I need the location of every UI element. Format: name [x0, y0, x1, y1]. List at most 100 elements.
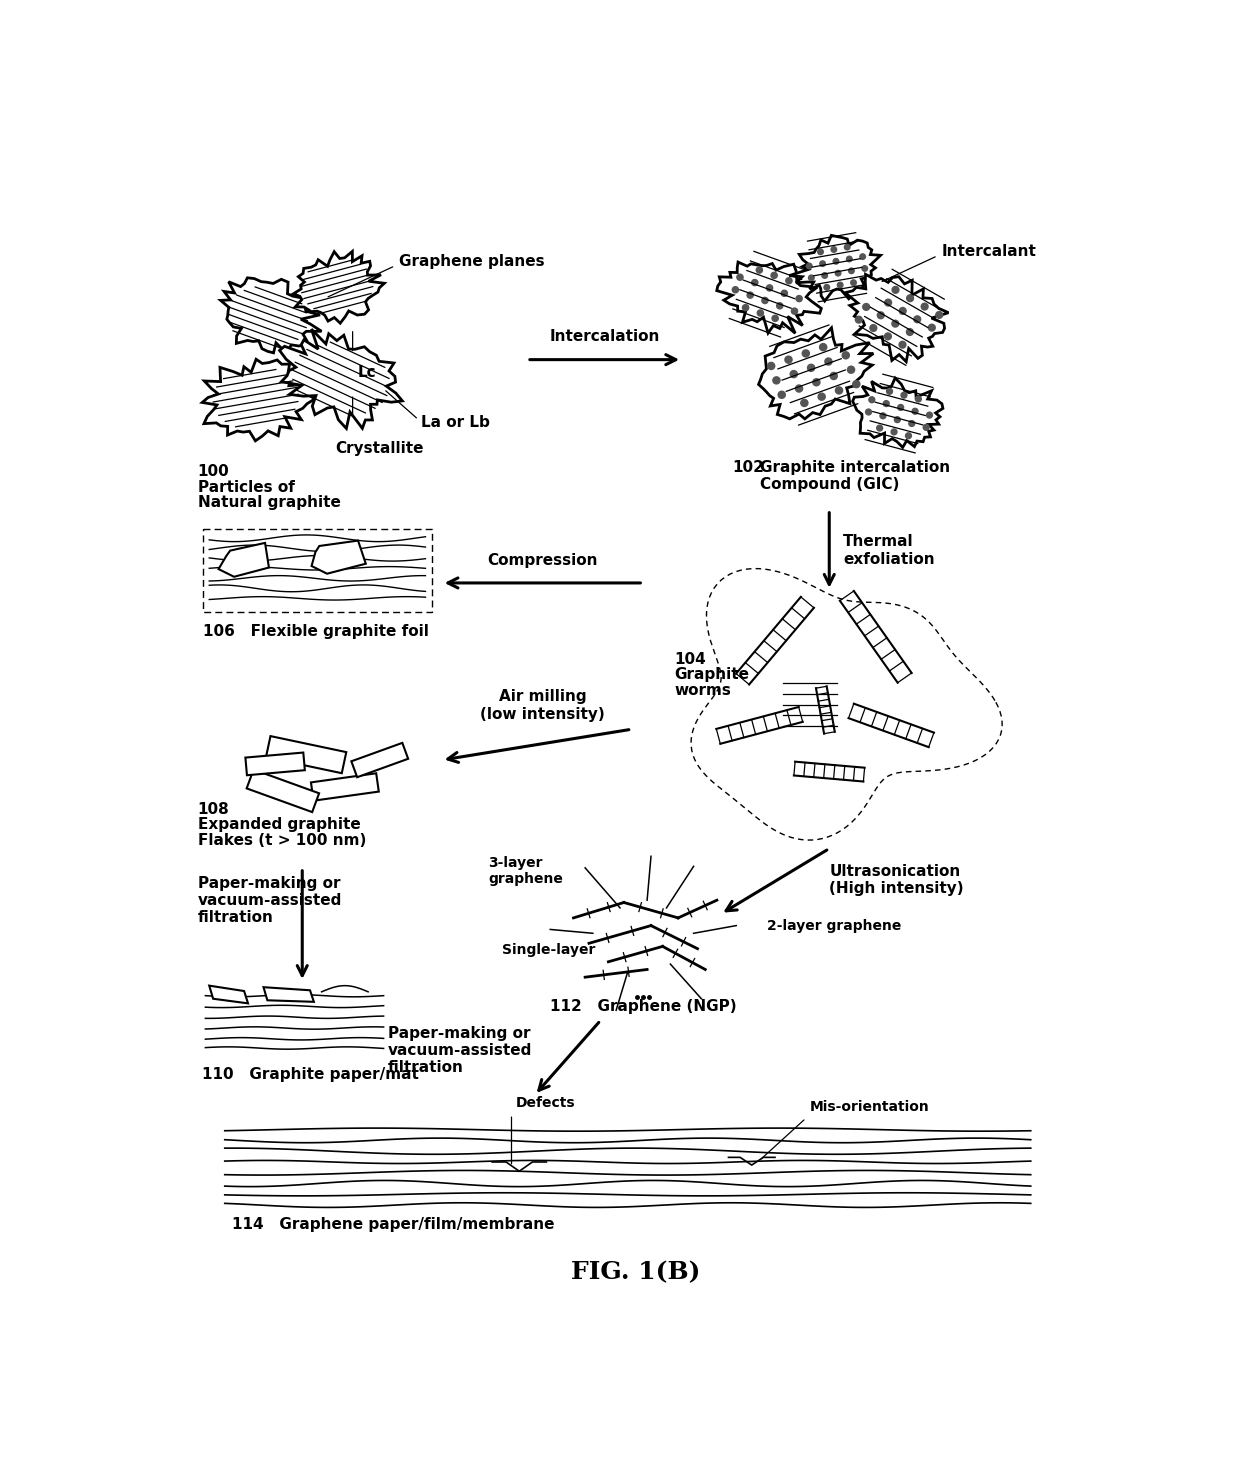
- Circle shape: [870, 325, 877, 331]
- Circle shape: [842, 351, 849, 358]
- Circle shape: [844, 245, 849, 251]
- Circle shape: [906, 329, 914, 335]
- Circle shape: [756, 267, 763, 272]
- Circle shape: [866, 409, 872, 415]
- Text: Compound (GIC): Compound (GIC): [759, 476, 899, 491]
- Circle shape: [771, 272, 777, 278]
- Polygon shape: [311, 541, 366, 574]
- Circle shape: [785, 356, 792, 363]
- Polygon shape: [218, 543, 269, 577]
- Circle shape: [894, 417, 900, 423]
- Text: Single-layer: Single-layer: [502, 943, 595, 957]
- Circle shape: [909, 421, 915, 427]
- Circle shape: [863, 303, 869, 310]
- Circle shape: [833, 258, 838, 264]
- Text: La or Lb: La or Lb: [420, 415, 490, 430]
- Circle shape: [877, 425, 883, 431]
- Circle shape: [776, 303, 782, 309]
- Circle shape: [790, 370, 797, 377]
- Circle shape: [898, 405, 904, 411]
- Text: Natural graphite: Natural graphite: [197, 495, 341, 510]
- Circle shape: [781, 290, 787, 296]
- Circle shape: [921, 303, 928, 310]
- Circle shape: [817, 249, 823, 255]
- Text: Air milling
(low intensity): Air milling (low intensity): [480, 689, 605, 721]
- Circle shape: [884, 299, 892, 306]
- Circle shape: [869, 396, 874, 402]
- Circle shape: [847, 256, 852, 262]
- Polygon shape: [247, 769, 319, 812]
- Circle shape: [786, 278, 792, 284]
- Circle shape: [831, 246, 837, 252]
- Circle shape: [773, 377, 780, 383]
- Polygon shape: [351, 743, 408, 777]
- Circle shape: [766, 284, 773, 291]
- Circle shape: [914, 316, 920, 322]
- Text: Particles of: Particles of: [197, 479, 295, 495]
- Circle shape: [743, 305, 749, 310]
- Polygon shape: [853, 377, 942, 447]
- Text: 110   Graphite paper/mat: 110 Graphite paper/mat: [201, 1067, 418, 1081]
- Circle shape: [892, 428, 897, 434]
- Circle shape: [892, 321, 899, 326]
- Text: Graphite: Graphite: [675, 667, 749, 682]
- Polygon shape: [311, 774, 378, 801]
- Text: 100: 100: [197, 463, 229, 478]
- Circle shape: [820, 261, 826, 267]
- Text: 112   Graphene (NGP): 112 Graphene (NGP): [551, 998, 737, 1014]
- Circle shape: [836, 388, 842, 393]
- Polygon shape: [279, 329, 402, 428]
- Circle shape: [801, 399, 808, 407]
- Circle shape: [853, 380, 859, 388]
- Circle shape: [905, 433, 911, 439]
- Circle shape: [813, 379, 820, 386]
- Circle shape: [758, 310, 764, 316]
- Polygon shape: [759, 328, 873, 418]
- Circle shape: [796, 296, 802, 302]
- Circle shape: [906, 294, 914, 302]
- Circle shape: [768, 363, 775, 370]
- Polygon shape: [246, 753, 305, 775]
- Text: Thermal
exfoliation: Thermal exfoliation: [843, 535, 935, 567]
- Circle shape: [837, 283, 843, 287]
- Text: 2-layer graphene: 2-layer graphene: [768, 918, 901, 932]
- Circle shape: [836, 271, 841, 275]
- Circle shape: [926, 412, 932, 418]
- Text: Flakes (t > 100 nm): Flakes (t > 100 nm): [197, 833, 366, 848]
- Circle shape: [887, 389, 893, 395]
- Circle shape: [880, 412, 885, 418]
- Text: Compression: Compression: [487, 552, 598, 568]
- Circle shape: [848, 268, 854, 274]
- Circle shape: [807, 364, 815, 372]
- Circle shape: [856, 316, 862, 323]
- Text: Mis-orientation: Mis-orientation: [810, 1100, 930, 1115]
- Circle shape: [847, 366, 854, 373]
- Circle shape: [773, 315, 779, 322]
- Circle shape: [751, 280, 758, 286]
- Circle shape: [899, 307, 906, 315]
- Text: 108: 108: [197, 801, 229, 817]
- Circle shape: [796, 385, 802, 392]
- Circle shape: [802, 350, 810, 357]
- Text: Graphene planes: Graphene planes: [399, 255, 544, 270]
- Circle shape: [808, 275, 815, 281]
- Circle shape: [737, 274, 743, 280]
- Circle shape: [830, 373, 837, 379]
- Circle shape: [791, 307, 797, 315]
- Circle shape: [825, 284, 830, 290]
- Polygon shape: [210, 985, 248, 1004]
- Text: Paper-making or
vacuum-assisted
filtration: Paper-making or vacuum-assisted filtrati…: [197, 876, 342, 925]
- Text: Defects: Defects: [516, 1096, 575, 1110]
- Text: Intercalant: Intercalant: [941, 245, 1037, 259]
- Text: 104: 104: [675, 651, 706, 667]
- Polygon shape: [202, 360, 315, 441]
- Text: 3-layer
graphene: 3-layer graphene: [489, 857, 563, 886]
- Circle shape: [929, 325, 935, 331]
- Text: Expanded graphite: Expanded graphite: [197, 817, 361, 832]
- Circle shape: [761, 297, 768, 303]
- Circle shape: [859, 254, 866, 259]
- Text: 114   Graphene paper/film/membrane: 114 Graphene paper/film/membrane: [233, 1217, 556, 1231]
- Text: Crystallite: Crystallite: [336, 440, 424, 456]
- Polygon shape: [846, 274, 949, 361]
- Text: Lc: Lc: [358, 366, 377, 380]
